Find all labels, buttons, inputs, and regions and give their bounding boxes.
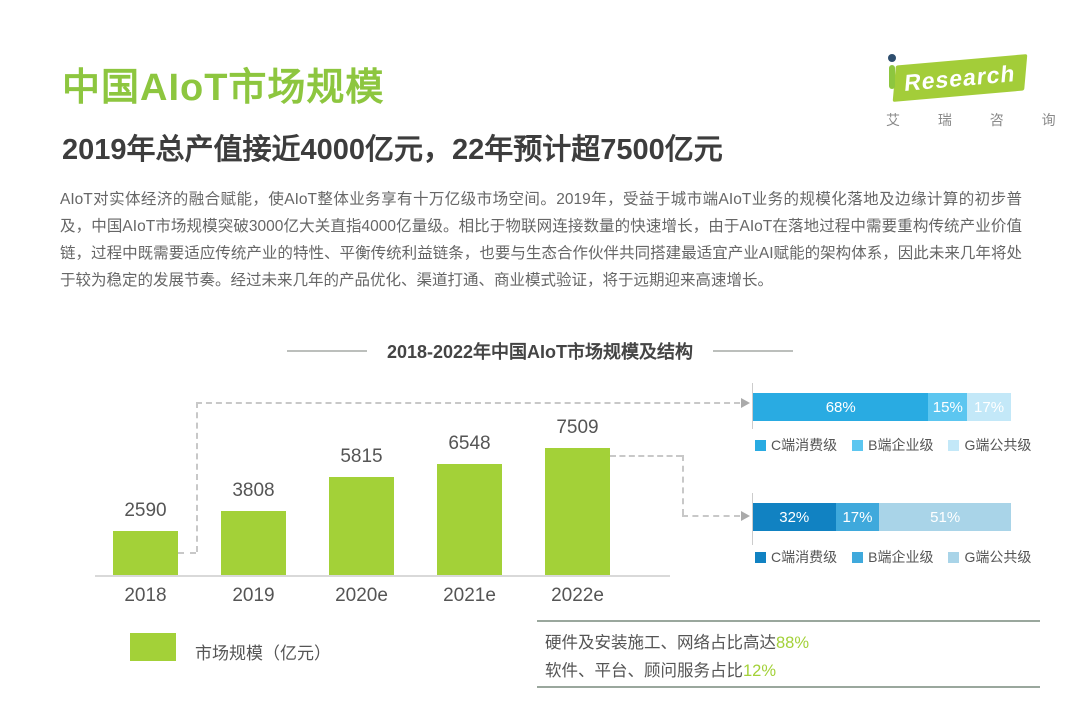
legend-label-C端消费级: C端消费级	[771, 437, 838, 453]
connector-2022e-arrow	[741, 511, 750, 521]
page-subtitle: 2019年总产值接近4000亿元，22年预计超7500亿元	[62, 134, 723, 166]
bar-value-label-2019: 3808	[232, 480, 275, 501]
logo-i-dot	[888, 54, 896, 62]
legend-label-C端消费级: C端消费级	[771, 549, 838, 565]
market-size-bar-2021e	[437, 464, 502, 575]
iresearch-logo-mark: Research	[880, 52, 1040, 108]
note-line-2: 软件、平台、顾问服务占比12%	[545, 657, 1040, 685]
stacked-legend-2022e: C端消费级 B端企业级 G端公共级	[755, 547, 1055, 567]
bar-category-label-2022e: 2022e	[551, 585, 604, 606]
connector-2018-stub	[178, 552, 196, 554]
market-size-legend-swatch	[130, 633, 176, 661]
stacked-segment-G端公共级: 17%	[967, 393, 1011, 421]
legend-item-B端企业级: B端企业级	[852, 547, 933, 567]
chart-title: 2018-2022年中国AIoT市场规模及结构	[386, 342, 694, 362]
bar-value-label-2018: 2590	[124, 500, 167, 521]
legend-label-B端企业级: B端企业级	[868, 437, 934, 453]
legend-swatch-G端公共级	[948, 551, 960, 563]
logo-green-plate: Research	[892, 54, 1028, 102]
notes-box: 硬件及安装施工、网络占比高达88% 软件、平台、顾问服务占比12%	[537, 620, 1040, 688]
x-axis-line	[95, 575, 670, 577]
note-1-text: 硬件及安装施工、网络占比高达	[545, 634, 776, 652]
market-size-bar-2020e	[329, 477, 394, 575]
legend-swatch-C端消费级	[755, 551, 766, 563]
logo-chinese-name: 艾 瑞 咨 询	[886, 112, 1073, 128]
stacked-segment-C端消费级: 68%	[753, 393, 929, 421]
legend-label-G端公共级: G端公共级	[964, 549, 1032, 565]
stacked-bar-2-axis	[752, 493, 753, 545]
legend-label-G端公共级: G端公共级	[964, 437, 1032, 453]
note-2-text: 软件、平台、顾问服务占比	[545, 662, 743, 680]
market-size-bar-2018	[113, 531, 178, 575]
chart-body: 2590 2018 3808 2019 5815 2020e 6548 2021e 7509 20…	[0, 375, 1080, 617]
legend-swatch-G端公共级	[948, 439, 960, 451]
legend-item-G端公共级: G端公共级	[948, 547, 1031, 567]
stacked-bar-1-axis	[752, 383, 753, 429]
legend-item-G端公共级: G端公共级	[948, 435, 1031, 455]
legend-item-C端消费级: C端消费级	[755, 547, 837, 567]
legend-label-B端企业级: B端企业级	[868, 549, 934, 565]
connector-2022e-horizontal-b	[682, 515, 740, 517]
stacked-segment-B端企业级: 17%	[835, 503, 880, 531]
legend-swatch-B端企业级	[852, 551, 864, 563]
stacked-bar-2018: 68% 15% 17%	[753, 393, 1011, 421]
connector-2022e-horizontal-a	[610, 455, 682, 457]
bar-category-label-2021e: 2021e	[443, 585, 496, 606]
legend-item-C端消费级: C端消费级	[755, 435, 837, 455]
bar-category-label-2020e: 2020e	[335, 585, 388, 606]
connector-2022e-vertical	[682, 455, 684, 515]
bar-value-label-2020e: 5815	[340, 446, 383, 467]
iresearch-logo: Research 艾 瑞 咨 询	[880, 52, 1073, 130]
bar-category-label-2018: 2018	[124, 585, 167, 606]
market-size-bar-2022e	[545, 448, 610, 575]
market-size-bar-2019	[221, 511, 286, 575]
legend-swatch-B端企业级	[852, 439, 864, 451]
note-line-1: 硬件及安装施工、网络占比高达88%	[545, 629, 1040, 657]
logo-brand-text: Research	[903, 59, 1017, 96]
note-2-highlight: 12%	[743, 662, 777, 680]
legend-swatch-C端消费级	[755, 439, 766, 451]
title-rule-right	[713, 350, 794, 352]
logo-i-stem	[889, 65, 895, 89]
connector-2018-horizontal	[196, 402, 740, 404]
bar-value-label-2021e: 6548	[448, 433, 491, 454]
connector-2018-vertical	[196, 402, 198, 552]
intro-paragraph: AIoT对实体经济的融合赋能，使AIoT整体业务享有十万亿级市场空间。2019年…	[60, 191, 1022, 289]
connector-2018-arrow	[741, 398, 750, 408]
stacked-segment-C端消费级: 32%	[753, 503, 836, 531]
stacked-segment-B端企业级: 15%	[928, 393, 968, 421]
market-size-legend-label: 市场规模（亿元）	[195, 644, 331, 663]
title-rule-left	[286, 350, 367, 352]
stacked-bar-2022e: 32% 17% 51%	[753, 503, 1011, 531]
page-title: 中国AIoT市场规模	[62, 67, 385, 109]
stacked-segment-G端公共级: 51%	[879, 503, 1011, 531]
bar-category-label-2019: 2019	[232, 585, 275, 606]
note-1-highlight: 88%	[776, 634, 810, 652]
stacked-legend-2018: C端消费级 B端企业级 G端公共级	[755, 435, 1055, 455]
legend-item-B端企业级: B端企业级	[852, 435, 933, 455]
chart-title-row: 2018-2022年中国AIoT市场规模及结构	[0, 338, 1080, 364]
bar-value-label-2022e: 7509	[556, 417, 599, 438]
